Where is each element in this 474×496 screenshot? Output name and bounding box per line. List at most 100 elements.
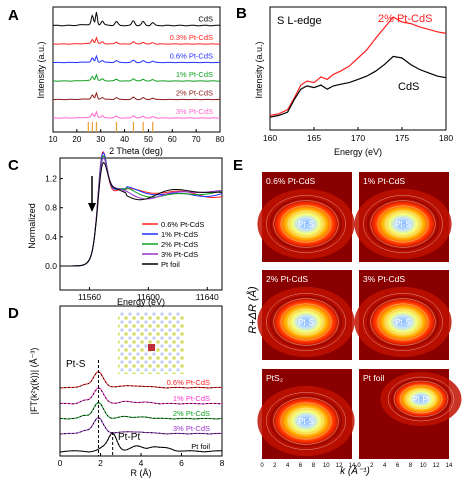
panel-e-xtick-label: 4 xyxy=(383,463,387,469)
panel-d-fit-line xyxy=(59,371,222,389)
panel-e-letter: E xyxy=(233,157,243,174)
panel-e-xtick-label: 12 xyxy=(336,463,343,469)
panel-e-xlabel: k (Å⁻¹) xyxy=(340,464,370,477)
panel-d-letter: D xyxy=(8,305,19,322)
panel-c-ytick-label: 0.4 xyxy=(45,232,57,242)
panel-b-series-label-black: CdS xyxy=(398,81,419,93)
panel-d-fit-line xyxy=(60,402,222,420)
panel-d-xtick-label: 4 xyxy=(139,458,144,468)
panel-b-letter: B xyxy=(236,5,247,22)
panel-c-legend-label: Pt foil xyxy=(161,260,180,269)
panel-a-series-line xyxy=(53,73,220,82)
panel-d-xtick-label: 8 xyxy=(220,458,225,468)
panel-e-map-contour xyxy=(384,210,422,238)
panel-e-xtick-label: 14 xyxy=(446,463,453,469)
panel-d-series-label: Pt foil xyxy=(191,442,210,451)
panel-c-ytick-label: 1.2 xyxy=(45,174,57,184)
panel-e-map-peak-label: Pt-S xyxy=(298,417,314,426)
panel-e-map-peak xyxy=(270,395,342,447)
panel-e-map-title: 3% Pt-CdS xyxy=(363,274,405,284)
panel-a-series-label: 0.3% Pt-CdS xyxy=(170,33,213,42)
panel-e-map-contour xyxy=(280,303,332,341)
panel-d-xtick-label: 2 xyxy=(98,458,103,468)
panel-c-legend-label: 2% Pt-CdS xyxy=(161,240,198,249)
panel-c-legend-label: 3% Pt-CdS xyxy=(161,250,198,259)
panel-e-xtick-label: 0 xyxy=(357,463,361,469)
panel-e-xtick-label: 6 xyxy=(396,463,400,469)
panel-e-map-contour xyxy=(370,298,436,346)
panel-e: E R+ΔR (Å) k (Å⁻¹) 0.6% Pt-CdS Pt-S 1% Pt-… xyxy=(233,157,462,477)
panel-c-frame xyxy=(59,157,223,291)
panel-a-xtick-label: 20 xyxy=(72,135,81,144)
panel-e-xtick-label: 2 xyxy=(370,463,374,469)
panel-e-map-peak xyxy=(367,198,439,250)
panel-e-map-contour xyxy=(287,210,325,238)
panel-d-xlabel: R (Å) xyxy=(131,468,152,478)
panel-e-map-contour xyxy=(370,200,436,248)
panel-d-series-label: 2% Pt-CdS xyxy=(173,409,210,418)
panel-e-map-title: 0.6% Pt-CdS xyxy=(266,176,315,186)
panel-a-series-line xyxy=(53,91,220,101)
panel-d-ann-pt-pt: Pt-Pt xyxy=(118,432,140,443)
panel-e-map-peak xyxy=(367,296,439,348)
panel-e-map-contour xyxy=(363,195,443,253)
panel-a-series-label: 0.6% Pt-CdS xyxy=(170,52,213,61)
panel-e-map-peak-label: Pt-S xyxy=(395,220,411,229)
panel-b-xtick-label: 170 xyxy=(351,133,365,143)
panel-d-fit-line xyxy=(59,417,222,435)
panel-d-ylabel: |FT(k²χ(k))| (Å⁻³) xyxy=(29,348,39,415)
panel-e-map-contour xyxy=(393,380,449,418)
panel-e-map-peak-label: Pt-S xyxy=(395,318,411,327)
panel-e-map-contour xyxy=(280,205,332,243)
panel-a-xtick-label: 10 xyxy=(49,135,58,144)
panel-e-map-contour xyxy=(377,303,429,341)
panel-d-pt-atom-icon xyxy=(148,344,155,351)
panel-e-map-title: PtS₂ xyxy=(266,373,283,383)
panel-d-structure-inset xyxy=(118,312,184,374)
panel-b-xtick-label: 175 xyxy=(395,133,409,143)
panel-a: A Intensity (a.u.) 2 Theta (deg) CdS 0.3%… xyxy=(8,6,225,156)
panel-a-series-line xyxy=(52,54,220,64)
panel-b-series-line xyxy=(269,16,447,116)
panel-e-map-contour xyxy=(280,402,332,440)
panel-e-map-title: Pt foil xyxy=(363,373,384,383)
panel-b-xtick-label: 160 xyxy=(263,133,277,143)
panel-a-letter: A xyxy=(8,7,19,24)
panel-e-map-peak xyxy=(270,296,342,348)
panel-e-xtick-label: 4 xyxy=(286,463,290,469)
panel-e-map-contour xyxy=(387,376,455,422)
panel-a-xtick-label: 30 xyxy=(96,135,105,144)
panel-b-series-label-red: 2% Pt-CdS xyxy=(378,13,432,25)
panel-d-series-label: 3% Pt-CdS xyxy=(173,424,210,433)
panel-c-xtick-label: 11640 xyxy=(196,292,219,302)
panel-e-map-peak-label: Pt-S xyxy=(298,220,314,229)
panel-e-map-contour xyxy=(266,392,346,450)
panel-e-xtick-label: 14 xyxy=(349,463,356,469)
panel-e-xtick-label: 2 xyxy=(273,463,277,469)
panel-e-map-peak-label: Pt-S xyxy=(298,318,314,327)
panel-a-xtick-label: 40 xyxy=(120,135,129,144)
panel-e-xtick-label: 6 xyxy=(299,463,303,469)
panel-d: D |FT(k²χ(k))| (Å⁻³) R (Å) 0 2 4 6 8 0.6% Pt… xyxy=(8,305,225,478)
panel-e-map-contour xyxy=(363,293,443,351)
panel-a-series-label: 2% Pt-CdS xyxy=(176,89,213,98)
panel-e-xtick-label: 8 xyxy=(409,463,413,469)
panel-c-letter: C xyxy=(8,157,19,174)
panel-a-series-line xyxy=(53,36,220,45)
panel-d-xtick-label: 0 xyxy=(58,458,63,468)
panel-a-xlabel: 2 Theta (deg) xyxy=(109,146,163,156)
panel-e-map-contour xyxy=(377,205,429,243)
panel-e-xtick-label: 8 xyxy=(312,463,316,469)
panel-e-map-contour xyxy=(287,308,325,336)
panel-a-series-label: CdS xyxy=(198,15,213,24)
panel-a-series-label: 1% Pt-CdS xyxy=(176,70,213,79)
panel-e-map-title: 1% Pt-CdS xyxy=(363,176,405,186)
panel-e-ylabel: R+ΔR (Å) xyxy=(246,286,259,334)
panel-e-xtick-label: 10 xyxy=(420,463,427,469)
panel-e-map-title: 2% Pt-CdS xyxy=(266,274,308,284)
panel-b: B S L-edge Intensity (a.u.) Energy (eV) … xyxy=(236,5,453,157)
panel-c-ytick-label: 0.0 xyxy=(45,261,57,271)
panel-e-map-contour xyxy=(266,293,346,351)
panel-b-ylabel: Intensity (a.u.) xyxy=(254,41,264,98)
panel-e-map-peak-label: Pt-Pt xyxy=(412,395,431,404)
